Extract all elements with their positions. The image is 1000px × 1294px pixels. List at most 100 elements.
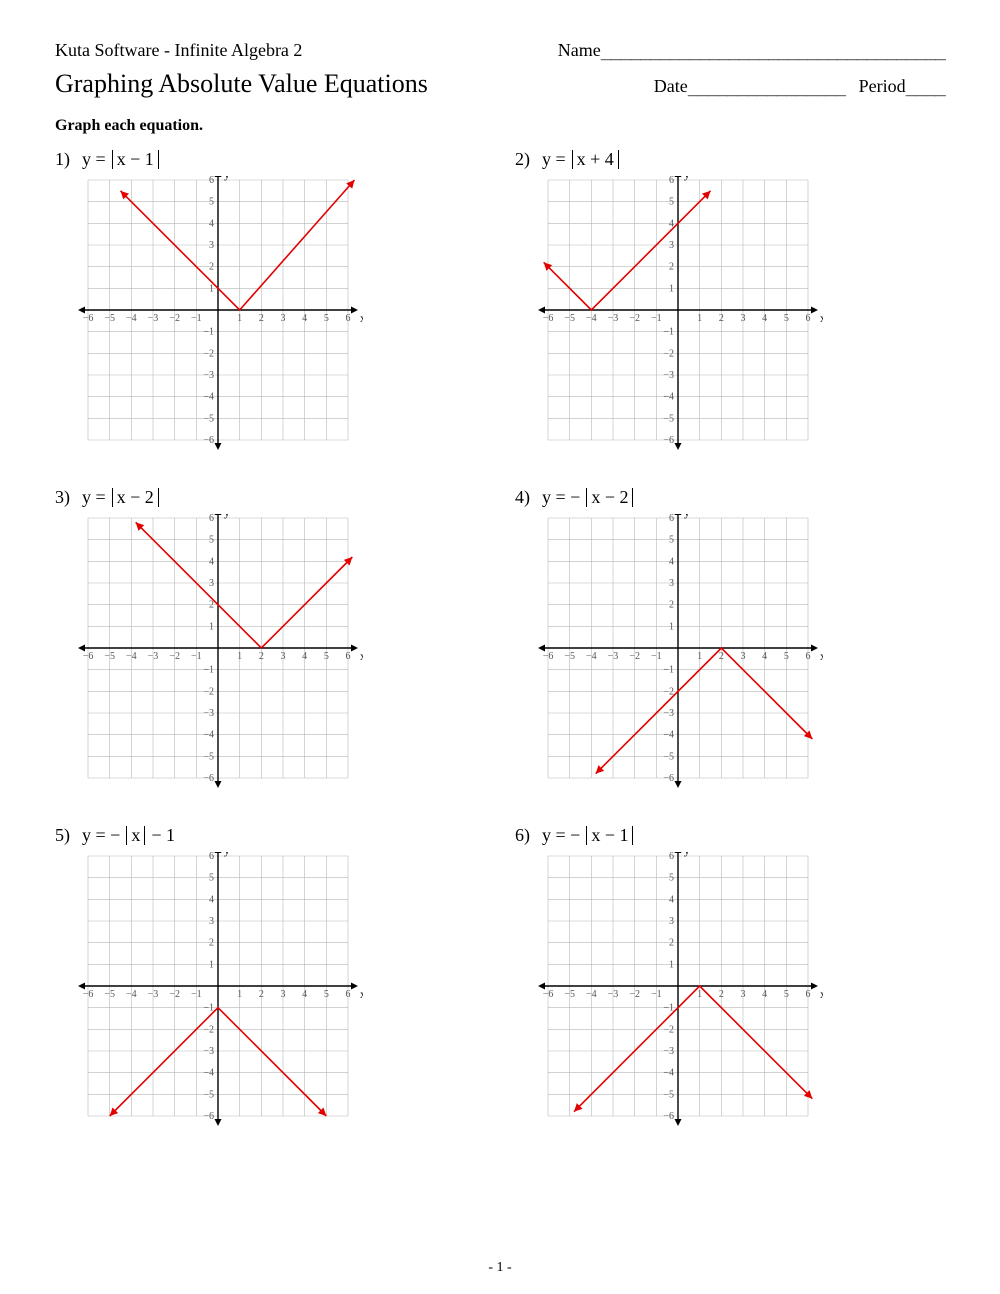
svg-text:−5: −5 xyxy=(564,989,575,1000)
graph: −6−5−4−3−2−1123456−6−5−4−3−2−1123456xy xyxy=(55,514,485,799)
eq-prefix: y = xyxy=(82,149,106,170)
svg-text:−3: −3 xyxy=(148,989,159,1000)
period-blank[interactable]: ____ xyxy=(906,76,945,97)
svg-text:−3: −3 xyxy=(203,708,214,719)
svg-text:−4: −4 xyxy=(203,392,214,403)
svg-text:2: 2 xyxy=(669,938,674,949)
svg-text:2: 2 xyxy=(209,600,214,611)
svg-text:5: 5 xyxy=(784,989,789,1000)
problem: 1)y = x − 1−6−5−4−3−2−1123456−6−5−4−3−2−… xyxy=(55,149,485,461)
svg-text:3: 3 xyxy=(281,313,286,324)
svg-text:4: 4 xyxy=(302,989,307,1000)
problem: 2)y = x + 4−6−5−4−3−2−1123456−6−5−4−3−2−… xyxy=(515,149,945,461)
problem-number: 1) xyxy=(55,149,70,170)
problem-number: 2) xyxy=(515,149,530,170)
svg-text:x: x xyxy=(360,987,363,1001)
svg-text:−1: −1 xyxy=(651,313,662,324)
svg-text:−3: −3 xyxy=(148,651,159,662)
svg-text:−2: −2 xyxy=(629,651,640,662)
title-row: Graphing Absolute Value Equations Date__… xyxy=(55,69,945,99)
svg-text:4: 4 xyxy=(669,556,674,567)
svg-text:−5: −5 xyxy=(104,651,115,662)
problems-grid: 1)y = x − 1−6−5−4−3−2−1123456−6−5−4−3−2−… xyxy=(55,149,945,1137)
svg-text:−6: −6 xyxy=(543,651,554,662)
svg-text:6: 6 xyxy=(669,514,674,524)
svg-text:−3: −3 xyxy=(608,989,619,1000)
equation: 3)y = x − 2 xyxy=(55,487,485,508)
graph: −6−5−4−3−2−1123456−6−5−4−3−2−1123456xy xyxy=(515,852,945,1137)
problem-number: 4) xyxy=(515,487,530,508)
svg-text:−1: −1 xyxy=(203,665,214,676)
header-row: Kuta Software - Infinite Algebra 2 Name_… xyxy=(55,40,945,61)
svg-text:1: 1 xyxy=(669,959,674,970)
svg-text:−4: −4 xyxy=(663,1068,674,1079)
problem-number: 6) xyxy=(515,825,530,846)
svg-text:−2: −2 xyxy=(169,651,180,662)
svg-text:−6: −6 xyxy=(83,989,94,1000)
svg-text:1: 1 xyxy=(209,959,214,970)
svg-text:−6: −6 xyxy=(663,1111,674,1122)
abs-expression: x − 1 xyxy=(112,150,159,170)
software-line: Kuta Software - Infinite Algebra 2 xyxy=(55,40,302,61)
svg-text:1: 1 xyxy=(237,313,242,324)
svg-text:5: 5 xyxy=(209,535,214,546)
svg-text:5: 5 xyxy=(324,651,329,662)
svg-text:2: 2 xyxy=(259,651,264,662)
svg-text:−4: −4 xyxy=(203,730,214,741)
svg-text:x: x xyxy=(820,649,823,663)
eq-prefix: y = xyxy=(542,149,566,170)
svg-text:y: y xyxy=(684,176,690,181)
coordinate-plane: −6−5−4−3−2−1123456−6−5−4−3−2−1123456xy xyxy=(533,514,823,794)
svg-text:−6: −6 xyxy=(663,773,674,784)
name-blank[interactable]: ___________________________________ xyxy=(601,40,945,61)
svg-text:−4: −4 xyxy=(586,989,597,1000)
svg-text:−2: −2 xyxy=(663,1024,674,1035)
svg-text:−6: −6 xyxy=(543,313,554,324)
svg-text:y: y xyxy=(684,514,690,519)
abs-expression: x − 2 xyxy=(586,488,633,508)
svg-text:−1: −1 xyxy=(191,651,202,662)
svg-text:3: 3 xyxy=(209,578,214,589)
svg-text:x: x xyxy=(820,311,823,325)
svg-text:y: y xyxy=(224,514,230,519)
svg-text:5: 5 xyxy=(669,535,674,546)
coordinate-plane: −6−5−4−3−2−1123456−6−5−4−3−2−1123456xy xyxy=(73,176,363,456)
abs-expression: x + 4 xyxy=(572,150,619,170)
svg-text:−5: −5 xyxy=(203,751,214,762)
svg-text:2: 2 xyxy=(259,989,264,1000)
problem-number: 3) xyxy=(55,487,70,508)
date-blank[interactable]: ________________ xyxy=(688,76,845,97)
svg-text:3: 3 xyxy=(209,240,214,251)
svg-text:4: 4 xyxy=(302,651,307,662)
svg-text:−1: −1 xyxy=(191,313,202,324)
svg-text:4: 4 xyxy=(302,313,307,324)
graph: −6−5−4−3−2−1123456−6−5−4−3−2−1123456xy xyxy=(515,176,945,461)
svg-text:−2: −2 xyxy=(169,313,180,324)
svg-text:−4: −4 xyxy=(663,392,674,403)
svg-text:4: 4 xyxy=(669,894,674,905)
svg-text:2: 2 xyxy=(719,313,724,324)
svg-text:−1: −1 xyxy=(663,327,674,338)
svg-text:6: 6 xyxy=(669,176,674,186)
graph: −6−5−4−3−2−1123456−6−5−4−3−2−1123456xy xyxy=(515,514,945,799)
date-period: Date________________ Period____ xyxy=(654,76,945,97)
svg-text:−3: −3 xyxy=(203,1046,214,1057)
svg-text:−1: −1 xyxy=(663,1003,674,1014)
svg-text:−3: −3 xyxy=(663,1046,674,1057)
svg-text:6: 6 xyxy=(346,651,351,662)
svg-text:6: 6 xyxy=(209,514,214,524)
svg-text:5: 5 xyxy=(209,873,214,884)
svg-text:6: 6 xyxy=(806,313,811,324)
equation: 1) y = x − 1 xyxy=(55,149,485,170)
name-label: Name xyxy=(558,40,601,60)
svg-text:3: 3 xyxy=(669,578,674,589)
svg-text:−4: −4 xyxy=(663,730,674,741)
svg-text:−1: −1 xyxy=(651,989,662,1000)
svg-text:6: 6 xyxy=(669,852,674,862)
equation: 6)y = −x − 1 xyxy=(515,825,945,846)
graph: −6−5−4−3−2−1123456−6−5−4−3−2−1123456xy xyxy=(55,176,485,461)
svg-text:4: 4 xyxy=(762,313,767,324)
svg-text:4: 4 xyxy=(762,989,767,1000)
name-line: Name___________________________________ xyxy=(558,40,945,61)
svg-text:6: 6 xyxy=(806,989,811,1000)
